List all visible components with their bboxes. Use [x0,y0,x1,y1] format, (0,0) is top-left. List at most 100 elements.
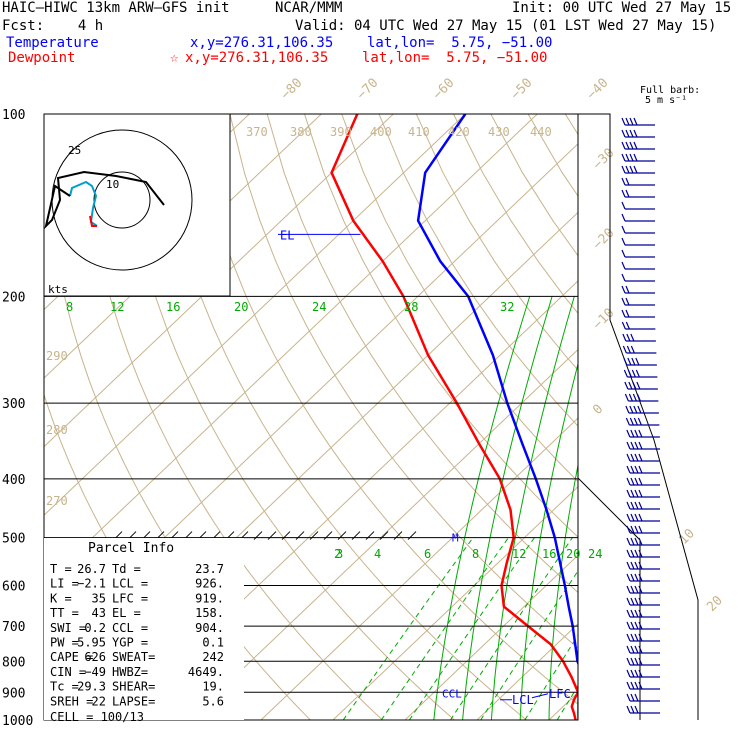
wind-barb-flag [630,609,635,618]
hodograph-unit: kts [48,283,68,296]
theta-label: 440 [530,125,552,139]
pressure-tick-label: 100 [2,108,25,123]
wind-barb-flag [634,681,639,690]
theta-label: 290 [46,349,68,363]
wind-barb-flag [625,285,630,294]
wind-barb-flag [634,549,639,558]
wind-barb-flag [633,117,638,126]
mixing-ratio-label: 16 [166,300,180,314]
hatch-mark [323,531,333,540]
mixing-ratio-label: 24 [588,547,602,561]
wind-barb-flag [625,189,630,198]
parcel-value: 926. [195,577,224,591]
wind-barb-flag [621,261,626,270]
dry-adiabat-line [378,114,578,427]
wind-barb-flag [630,429,635,438]
dry-adiabat-line [415,114,578,371]
hodograph-trace-upper [44,170,165,230]
wind-barb-flag [634,537,639,546]
pressure-tick-label: 600 [2,580,25,595]
wind-barb-flag [630,585,635,594]
hatch-mark [253,531,263,540]
wind-barb-flag [623,357,628,366]
hatch-mark [351,531,361,540]
wind-barb-flag [626,633,631,642]
theta-label: 280 [46,423,68,437]
theta-label: 430 [488,125,510,139]
parcel-value: 919. [195,591,224,605]
mixing-ratio-label: 12 [512,547,526,561]
dry-adiabat-line [266,114,578,594]
mixing-ratio-label: 12 [110,300,124,314]
barb-frame-diag [577,477,641,541]
theta-label: 400 [370,125,392,139]
wind-barb-flag [626,333,631,342]
wind-barb-flag [638,441,643,450]
wind-barb-flag [634,597,639,606]
wind-barb-flag [626,609,631,618]
wind-barb-flag [633,165,638,174]
hatch-mark [407,531,417,540]
ccl-label: CCL [442,687,462,700]
wind-barb-flag [630,681,635,690]
parcel-value: 29.3 [77,680,106,694]
wind-barb-flag [634,453,639,462]
wind-barb-flag [626,669,631,678]
wind-barb-flag [625,117,630,126]
parcel-value: 4649. [188,665,224,679]
pressure-tick-label: 800 [2,655,25,670]
isotherm-label: 0 [590,402,606,418]
wind-barb-flag [625,141,630,150]
wind-barb-flag [626,549,631,558]
theta-label: 410 [408,125,430,139]
isotherm-line [404,554,578,720]
parcel-key: SHEAR= [112,680,155,694]
hatch-mark [379,531,389,540]
hatch-mark [393,531,403,540]
wind-barb-flag [634,561,639,570]
wind-barb-flag [638,501,643,510]
hatch-mark [365,531,375,540]
wind-barb-flag [634,609,639,618]
wind-barb-flag [636,381,641,390]
wind-barb-flag [626,345,631,354]
mixing-ratio-label: 32 [500,300,514,314]
parcel-key: SWI = [50,621,86,635]
wind-barb-flag [630,489,635,498]
wind-barb-flag [638,477,643,486]
wind-barb-flag [638,549,643,558]
mixing-ratio-label: 8 [472,547,479,561]
parcel-value: −2.1 [77,577,106,591]
lcl-label: LCL [512,693,534,707]
isotherm-label: 10 [676,526,698,548]
wind-barb-flag [638,657,643,666]
wind-barb-flag [625,177,630,186]
wind-barb-flag [634,657,639,666]
wind-barb-flag [630,693,635,702]
moist-adiabat-line [660,296,702,720]
wind-barb-flag [630,501,635,510]
org-label: NCAR/MMM [275,0,343,16]
hatch-mark [267,531,277,540]
wind-barb-flag [630,345,635,354]
theta-label: 390 [330,125,352,139]
dry-adiabat-line [304,114,578,538]
wind-barb-flag [621,189,626,198]
mixing-ratio-label: 16 [542,547,556,561]
wind-barb-flag [638,669,643,678]
wind-barb-flag [629,129,634,138]
wind-barb-flag [638,633,643,642]
wind-barb-flag [630,453,635,462]
parcel-key: SWEAT= [112,650,155,664]
wind-barb-flag [638,597,643,606]
parcel-value: 0.2 [84,621,106,635]
wind-barb-flag [632,393,637,402]
wind-barb-flag [634,585,639,594]
parcel-key: LAPSE= [112,694,155,708]
parcel-key: HWBZ= [112,665,148,679]
wind-barb-flag [621,201,626,210]
mixing-ratio-line [342,537,474,720]
theta-label: 370 [246,125,268,139]
parcel-key: CAPE = [50,650,93,664]
wind-barb-flag [626,597,631,606]
